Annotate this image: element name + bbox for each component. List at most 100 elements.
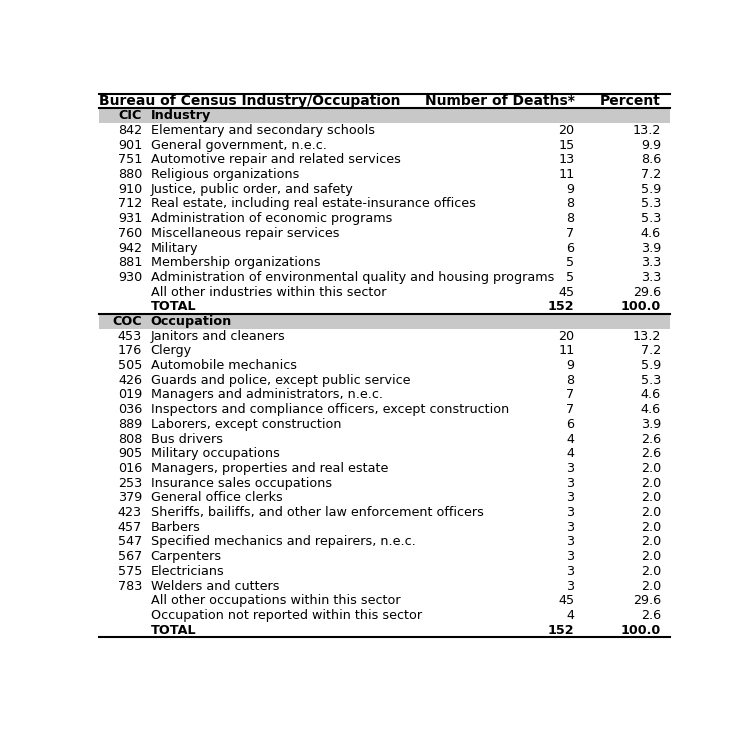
Text: 942: 942 <box>118 241 142 255</box>
Text: 11: 11 <box>558 344 574 357</box>
FancyBboxPatch shape <box>99 138 670 153</box>
FancyBboxPatch shape <box>99 534 670 549</box>
Text: 2.0: 2.0 <box>641 580 661 592</box>
Text: All other industries within this sector: All other industries within this sector <box>150 286 386 299</box>
Text: 3: 3 <box>566 580 574 592</box>
Text: Sheriffs, bailiffs, and other law enforcement officers: Sheriffs, bailiffs, and other law enforc… <box>150 506 484 519</box>
Text: 910: 910 <box>118 183 142 196</box>
FancyBboxPatch shape <box>99 505 670 520</box>
Text: 152: 152 <box>548 624 574 636</box>
Text: 4.6: 4.6 <box>641 403 661 416</box>
Text: 2.0: 2.0 <box>641 535 661 548</box>
Text: 3.9: 3.9 <box>641 241 661 255</box>
Text: Welders and cutters: Welders and cutters <box>150 580 279 592</box>
Text: 505: 505 <box>118 359 142 372</box>
FancyBboxPatch shape <box>99 94 670 109</box>
Text: 547: 547 <box>118 535 142 548</box>
Text: 016: 016 <box>118 462 142 475</box>
Text: Religious organizations: Religious organizations <box>150 168 299 181</box>
Text: 45: 45 <box>558 595 574 607</box>
Text: 2.0: 2.0 <box>641 491 661 504</box>
Text: 931: 931 <box>118 212 142 225</box>
Text: Military occupations: Military occupations <box>150 447 280 460</box>
Text: 100.0: 100.0 <box>620 300 661 313</box>
Text: 881: 881 <box>118 256 142 269</box>
Text: Administration of economic programs: Administration of economic programs <box>150 212 392 225</box>
Text: 3: 3 <box>566 564 574 578</box>
FancyBboxPatch shape <box>99 270 670 285</box>
Text: 3.3: 3.3 <box>641 271 661 284</box>
FancyBboxPatch shape <box>99 446 670 461</box>
Text: 751: 751 <box>118 153 142 167</box>
Text: Real estate, including real estate-insurance offices: Real estate, including real estate-insur… <box>150 197 475 211</box>
Text: 29.6: 29.6 <box>633 595 661 607</box>
FancyBboxPatch shape <box>99 593 670 608</box>
Text: 2.6: 2.6 <box>641 609 661 622</box>
FancyBboxPatch shape <box>99 123 670 138</box>
Text: Janitors and cleaners: Janitors and cleaners <box>150 330 286 343</box>
FancyBboxPatch shape <box>99 358 670 373</box>
Text: Administration of environmental quality and housing programs: Administration of environmental quality … <box>150 271 554 284</box>
Text: Inspectors and compliance officers, except construction: Inspectors and compliance officers, exce… <box>150 403 509 416</box>
FancyBboxPatch shape <box>99 417 670 432</box>
Text: Number of Deaths*: Number of Deaths* <box>425 94 574 108</box>
Text: Miscellaneous repair services: Miscellaneous repair services <box>150 227 339 240</box>
Text: Bureau of Census Industry/Occupation: Bureau of Census Industry/Occupation <box>99 94 400 108</box>
FancyBboxPatch shape <box>99 241 670 255</box>
Text: 880: 880 <box>118 168 142 181</box>
Text: 7.2: 7.2 <box>641 168 661 181</box>
Text: 379: 379 <box>118 491 142 504</box>
FancyBboxPatch shape <box>99 285 670 299</box>
Text: 2.6: 2.6 <box>641 432 661 446</box>
FancyBboxPatch shape <box>99 476 670 490</box>
FancyBboxPatch shape <box>99 373 670 388</box>
FancyBboxPatch shape <box>99 167 670 182</box>
FancyBboxPatch shape <box>99 608 670 622</box>
Text: Guards and police, except public service: Guards and police, except public service <box>150 374 410 387</box>
Text: Barbers: Barbers <box>150 520 201 534</box>
Text: 13.2: 13.2 <box>632 124 661 137</box>
Text: 712: 712 <box>118 197 142 211</box>
Text: Military: Military <box>150 241 198 255</box>
Text: 45: 45 <box>558 286 574 299</box>
FancyBboxPatch shape <box>99 344 670 358</box>
Text: Carpenters: Carpenters <box>150 550 222 563</box>
FancyBboxPatch shape <box>99 622 670 637</box>
Text: Electricians: Electricians <box>150 564 225 578</box>
Text: 152: 152 <box>548 300 574 313</box>
Text: 7: 7 <box>566 227 574 240</box>
Text: 6: 6 <box>566 418 574 431</box>
Text: 100.0: 100.0 <box>620 624 661 636</box>
Text: 2.0: 2.0 <box>641 462 661 475</box>
Text: 5.3: 5.3 <box>641 374 661 387</box>
Text: 889: 889 <box>118 418 142 431</box>
Text: 5.9: 5.9 <box>641 359 661 372</box>
Text: Clergy: Clergy <box>150 344 192 357</box>
Text: 2.0: 2.0 <box>641 550 661 563</box>
Text: 7: 7 <box>566 388 574 401</box>
Text: Membership organizations: Membership organizations <box>150 256 320 269</box>
Text: 3: 3 <box>566 506 574 519</box>
Text: 9.9: 9.9 <box>641 139 661 152</box>
Text: 8.6: 8.6 <box>641 153 661 167</box>
Text: 176: 176 <box>118 344 142 357</box>
FancyBboxPatch shape <box>99 182 670 197</box>
FancyBboxPatch shape <box>99 197 670 211</box>
Text: 783: 783 <box>118 580 142 592</box>
Text: 567: 567 <box>118 550 142 563</box>
Text: 453: 453 <box>118 330 142 343</box>
FancyBboxPatch shape <box>99 402 670 417</box>
FancyBboxPatch shape <box>99 314 670 329</box>
Text: Managers and administrators, n.e.c.: Managers and administrators, n.e.c. <box>150 388 382 401</box>
Text: Occupation: Occupation <box>150 315 232 328</box>
Text: 4.6: 4.6 <box>641 227 661 240</box>
Text: Laborers, except construction: Laborers, except construction <box>150 418 341 431</box>
Text: TOTAL: TOTAL <box>150 624 196 636</box>
FancyBboxPatch shape <box>99 564 670 578</box>
Text: Automotive repair and related services: Automotive repair and related services <box>150 153 400 167</box>
FancyBboxPatch shape <box>99 255 670 270</box>
FancyBboxPatch shape <box>99 299 670 314</box>
Text: General office clerks: General office clerks <box>150 491 283 504</box>
Text: CIC: CIC <box>118 109 142 123</box>
Text: 5.3: 5.3 <box>641 212 661 225</box>
